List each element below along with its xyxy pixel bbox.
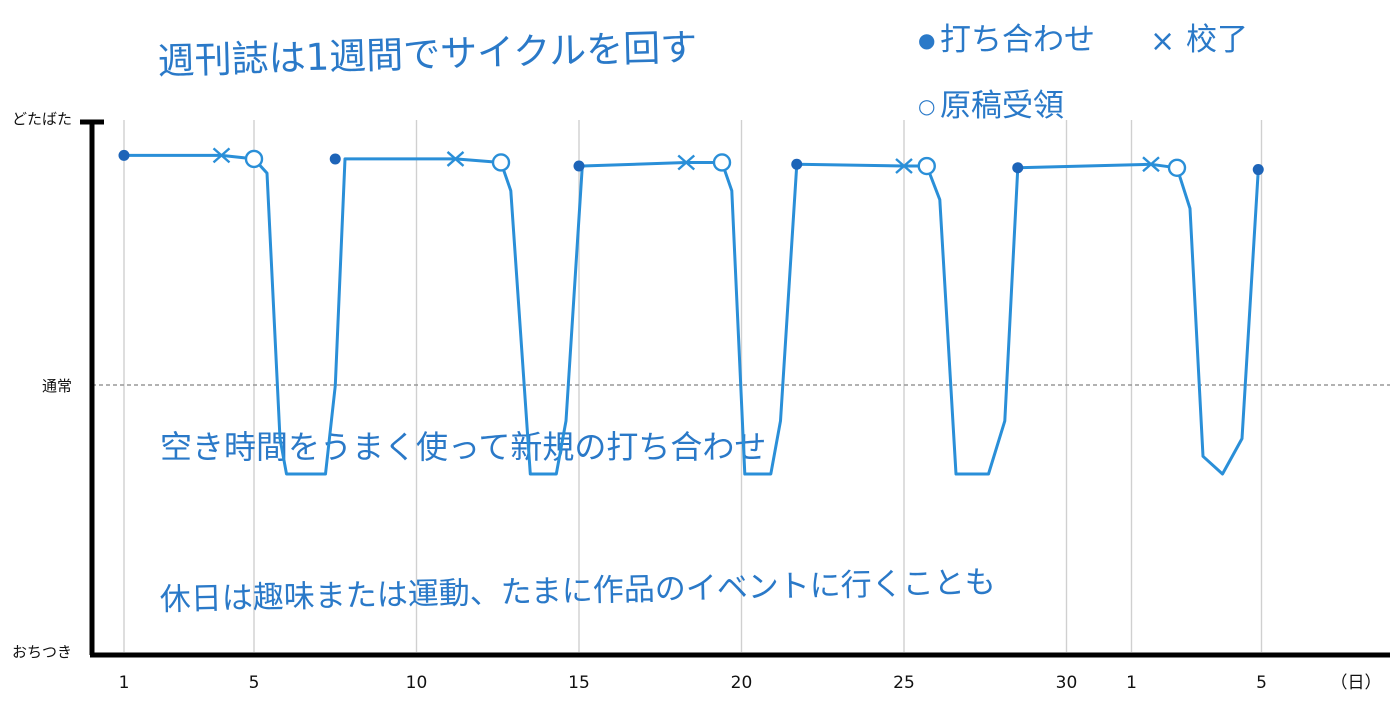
x-unit-label: （日）: [1331, 673, 1382, 693]
meeting-marker: [1012, 162, 1024, 174]
legend-marker-proof: ×: [1150, 24, 1175, 59]
x-tick-label-0: 1: [119, 673, 130, 693]
meeting-marker: [573, 160, 585, 172]
manuscript-marker: [491, 153, 511, 172]
x-tick-label-7: 1: [1126, 673, 1137, 693]
proof-marker: [677, 154, 696, 171]
x-tick-label-1: 5: [249, 673, 260, 693]
y-tick-label-normal: 通常: [42, 377, 72, 395]
manuscript-marker: [712, 153, 732, 172]
legend-label-manuscript: 原稿受領: [940, 88, 1064, 124]
legend-marker-meeting: ●: [918, 28, 935, 52]
x-tick-labels: 1 5 10 15 20 25 30 1 5: [119, 673, 1267, 693]
y-tick-label-busy: どたばた: [12, 110, 72, 128]
legend: ● 打ち合わせ × 校了 ○ 原稿受領: [918, 22, 1248, 124]
proof-marker: [895, 158, 913, 174]
meeting-marker: [791, 158, 803, 170]
activity-series: [122, 153, 1260, 476]
annotation-free-time: 空き時間をうまく使って新規の打ち合わせ: [160, 428, 766, 466]
x-tick-label-6: 30: [1056, 673, 1078, 693]
annotation-holidays: 休日は趣味または運動、たまに作品のイベントに行くことも: [159, 564, 996, 618]
legend-marker-manuscript: ○: [918, 94, 935, 118]
x-tick-label-5: 25: [893, 673, 915, 693]
meeting-marker: [329, 153, 341, 165]
manuscript-marker: [917, 156, 936, 176]
legend-label-proof: 校了: [1186, 22, 1248, 58]
x-tick-label-3: 15: [568, 673, 590, 693]
event-markers: [118, 147, 1264, 177]
x-tick-label-4: 20: [731, 673, 753, 693]
manuscript-marker: [244, 149, 264, 169]
meeting-marker: [1252, 164, 1264, 176]
meeting-marker: [118, 149, 130, 161]
legend-label-meeting: 打ち合わせ: [940, 22, 1095, 58]
proof-marker: [446, 151, 465, 167]
y-tick-label-calm: おちつき: [12, 643, 72, 661]
x-tick-label-8: 5: [1256, 673, 1267, 693]
chart-title: 週刊誌は1週間でサイクルを回す: [157, 26, 698, 83]
x-tick-label-2: 10: [406, 673, 428, 693]
proof-marker: [1142, 156, 1160, 173]
activity-line: [122, 153, 1260, 476]
manuscript-marker: [1167, 158, 1187, 177]
proof-marker: [212, 147, 231, 164]
